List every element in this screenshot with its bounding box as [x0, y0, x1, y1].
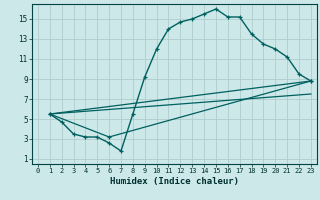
X-axis label: Humidex (Indice chaleur): Humidex (Indice chaleur)	[110, 177, 239, 186]
